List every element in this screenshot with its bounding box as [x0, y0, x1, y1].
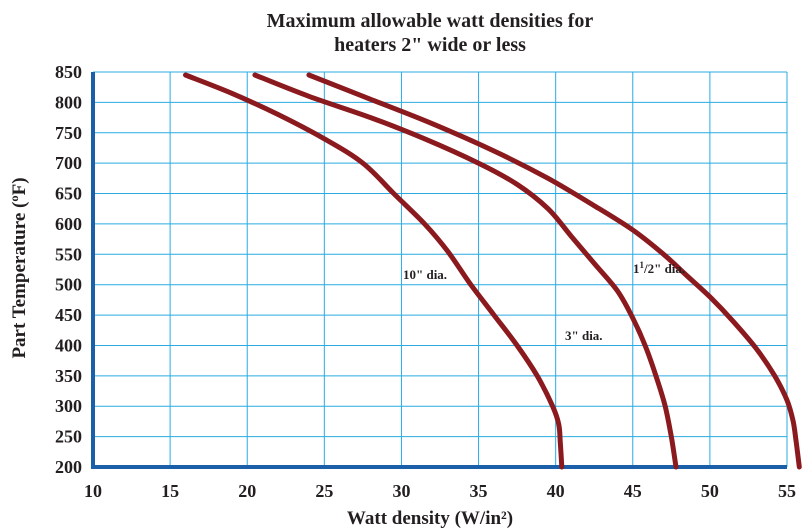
y-tick-label: 850 — [55, 62, 82, 82]
x-axis-label: Watt density (W/in²) — [347, 508, 513, 529]
chart-title-line-2: heaters 2" wide or less — [334, 34, 526, 56]
y-tick-label: 250 — [55, 427, 82, 447]
series-label-1-5in-sup: 1 — [640, 260, 645, 270]
x-tick-label: 45 — [624, 481, 642, 501]
y-tick-label: 700 — [55, 153, 82, 173]
y-tick-label: 650 — [55, 184, 82, 204]
y-tick-label: 600 — [55, 214, 82, 234]
curve-3in-dia — [252, 72, 679, 470]
x-tick-label: 15 — [161, 481, 179, 501]
series-label-10in: 10" dia. — [403, 267, 447, 282]
x-tick-label: 40 — [547, 481, 565, 501]
y-tick-labels: 200 250 300 350 400 450 500 550 600 650 700 750 800 8… — [55, 62, 82, 477]
x-tick-label: 55 — [778, 481, 796, 501]
curve-1-5in-dia — [306, 72, 802, 470]
curves — [183, 72, 802, 470]
y-tick-label: 400 — [55, 335, 82, 355]
curve-10in-dia — [183, 72, 565, 470]
y-tick-label: 750 — [55, 123, 82, 143]
y-tick-label: 200 — [55, 457, 82, 477]
series-label-1-5in-rest: /2" dia. — [643, 261, 685, 276]
x-tick-label: 30 — [392, 481, 410, 501]
x-tick-label: 10 — [84, 481, 102, 501]
series-label-1-5in: 11/2" dia. — [633, 260, 685, 276]
axes — [91, 72, 787, 469]
x-tick-label: 50 — [701, 481, 719, 501]
y-tick-label: 550 — [55, 244, 82, 264]
y-axis-label: Part Temperature (ºF) — [9, 177, 30, 358]
y-tick-label: 500 — [55, 275, 82, 295]
y-tick-label: 450 — [55, 305, 82, 325]
x-tick-label: 20 — [238, 481, 256, 501]
chart-title-line-1: Maximum allowable watt densities for — [267, 10, 594, 32]
x-tick-labels: 10 15 20 25 30 35 40 45 50 55 — [84, 481, 796, 501]
y-tick-label: 300 — [55, 396, 82, 416]
series-label-3in: 3" dia. — [565, 328, 603, 343]
y-tick-label: 350 — [55, 366, 82, 386]
series-label-1-5in-whole: 1 — [633, 261, 640, 276]
x-tick-label: 35 — [470, 481, 488, 501]
y-tick-label: 800 — [55, 92, 82, 112]
x-tick-label: 25 — [315, 481, 333, 501]
